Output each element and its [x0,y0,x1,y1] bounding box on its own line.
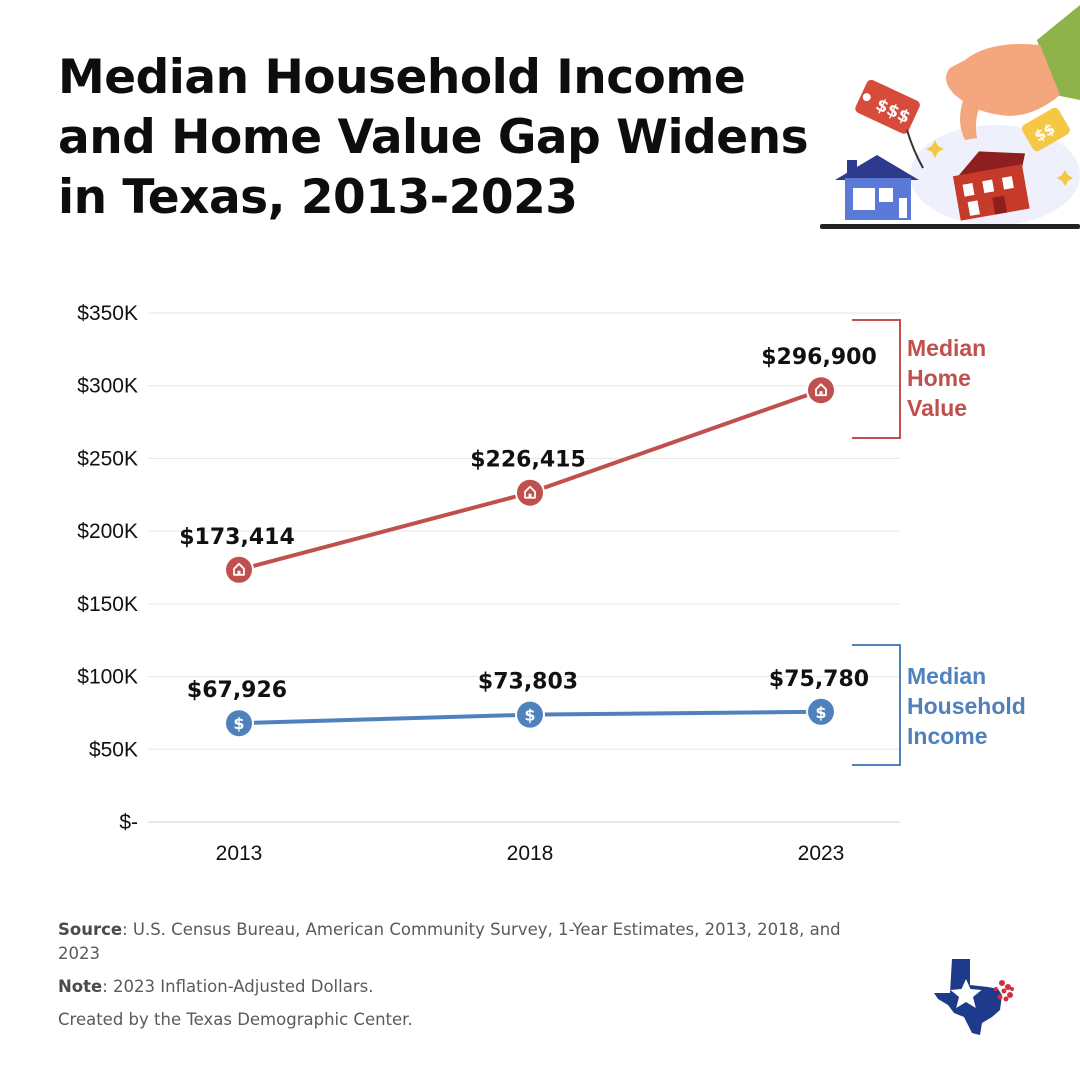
title-line-3: in Texas, 2013-2023 [58,170,578,225]
data-point-0-2 [806,375,836,406]
dollar-icon: $ [233,714,244,733]
hand-house-illustration: $$$ $$ [815,0,1080,235]
data-label-0-1: $226,415 [470,448,586,473]
legend-bracket-1 [852,644,901,766]
y-tick-label-7: $- [119,811,138,834]
title-line-1: Median Household Income [58,50,746,105]
data-point-1-1 [515,699,545,730]
data-point-1-2 [806,696,836,727]
texas-demographic-center-logo [930,955,1020,1040]
x-tick-label-2023: 2023 [798,842,845,865]
house-door-icon [237,570,241,575]
house-icon [233,562,245,576]
inflation-note: Note: 2023 Inflation-Adjusted Dollars. [58,975,878,999]
credit-text: Created by the Texas Demographic Center. [58,1010,413,1029]
house-door-icon [528,493,532,498]
y-tick-label-2: $250K [77,447,138,470]
note-text: : 2023 Inflation-Adjusted Dollars. [102,977,374,996]
legend-label-1-0: Median [907,663,986,689]
legend-label-1-2: Income [907,723,988,749]
house-icon [815,383,827,397]
y-tick-label-6: $50K [89,738,138,761]
line-chart: $350K $300K $250K $200K $150K $100K $50K $- 2013… [77,302,1026,865]
footer: Source: U.S. Census Bureau, American Com… [58,918,878,1041]
y-tick-label-1: $300K [77,375,138,398]
source-text: : U.S. Census Bureau, American Community… [58,920,841,963]
legend-label-0-2: Value [907,395,967,421]
data-point-0-1 [515,477,545,508]
data-label-0-0: $173,414 [179,525,295,550]
source-note: Source: U.S. Census Bureau, American Com… [58,918,878,966]
chart: $350K $300K $250K $200K $150K $100K $50K $- 2013… [0,280,1080,880]
y-tick-label-0: $350K [77,302,138,325]
legend-bracket-0 [852,319,901,439]
house-icon [524,485,536,499]
title-line-2: and Home Value Gap Widens [58,110,809,165]
source-label: Source [58,920,123,939]
legend-label-1-1: Household [907,693,1026,719]
dollar-icon: $ [524,706,535,725]
data-label-1-2: $75,780 [769,667,869,692]
house-door-icon [819,391,823,396]
data-point-1-0 [224,708,254,739]
note-label: Note [58,977,103,996]
data-label-1-1: $73,803 [478,670,578,695]
x-tick-label-2013: 2013 [216,842,263,865]
legend-label-0-0: Median [907,335,986,361]
chart-title: Median Household Income and Home Value G… [58,48,858,228]
data-label-0-2: $296,900 [761,345,877,370]
data-point-0-0 [224,554,254,585]
y-tick-label-3: $200K [77,520,138,543]
y-tick-label-5: $100K [77,666,138,689]
y-tick-label-4: $150K [77,593,138,616]
data-label-1-0: $67,926 [187,678,287,703]
legend-label-0-1: Home [907,365,971,391]
dollar-icon: $ [815,703,826,722]
x-tick-label-2018: 2018 [507,842,554,865]
